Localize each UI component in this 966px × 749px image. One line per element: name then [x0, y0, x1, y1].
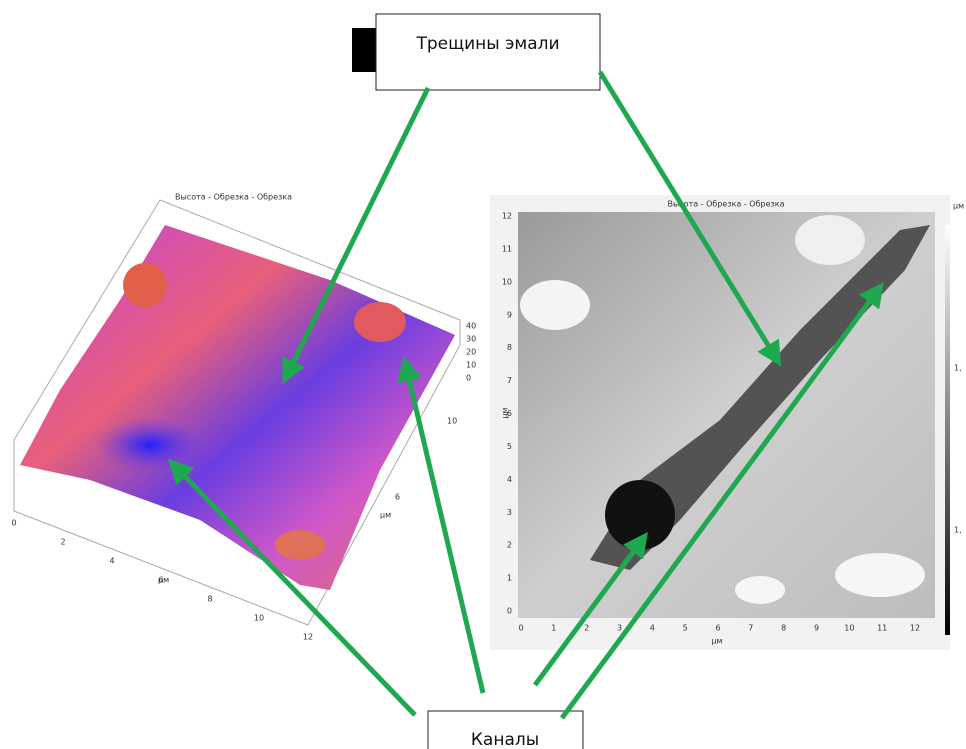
- x-tick-label: 0: [11, 519, 16, 528]
- x-axis-unit: μм: [711, 637, 722, 646]
- page: {"callouts": {"top": "Трещины эмали", "b…: [0, 0, 966, 749]
- bump: [354, 302, 406, 342]
- y-tick-label: 5: [507, 442, 512, 451]
- x-tick-label: 8: [781, 624, 786, 633]
- y-axis-unit: μм: [501, 407, 510, 418]
- bump: [275, 530, 325, 560]
- x-tick-label: 10: [254, 614, 264, 623]
- x-tick-label: 4: [650, 624, 655, 633]
- y-tick-label: 8: [507, 343, 512, 352]
- surface: [20, 225, 455, 590]
- x-tick-label: 1: [551, 624, 556, 633]
- x-tick-label: 4: [109, 557, 114, 566]
- blob: [795, 215, 865, 265]
- arrow: [406, 366, 483, 693]
- blob: [520, 280, 590, 330]
- z-tick-label: 30: [466, 335, 476, 344]
- y-axis-unit: μм: [380, 511, 391, 520]
- y-tick-label: 3: [507, 508, 512, 517]
- x-tick-label: 12: [303, 633, 313, 642]
- callout-tab: [352, 28, 378, 72]
- x-tick-label: 2: [60, 538, 65, 547]
- y-tick-label: 2: [507, 541, 512, 550]
- blob: [835, 553, 925, 597]
- y-tick-label: 11: [502, 244, 512, 253]
- callout-label: Трещины эмали: [415, 34, 559, 54]
- y-tick-label: 6: [395, 493, 400, 502]
- colorbar-unit: μм: [953, 202, 964, 211]
- colorbar: [945, 225, 950, 635]
- x-tick-label: 11: [877, 624, 887, 633]
- y-tick-label: 7: [507, 376, 512, 385]
- x-tick-label: 2: [584, 624, 589, 633]
- y-tick-label: 1: [507, 574, 512, 583]
- y-tick-label: 12: [502, 212, 512, 221]
- z-tick-label: 40: [466, 322, 476, 331]
- x-tick-label: 9: [814, 624, 819, 633]
- z-tick-label: 0: [466, 374, 471, 383]
- bump: [123, 263, 167, 307]
- x-tick-label: 10: [844, 624, 854, 633]
- x-axis-unit: μм: [158, 576, 169, 585]
- x-tick-label: 12: [910, 624, 920, 633]
- x-tick-label: 7: [748, 624, 753, 633]
- z-tick-label: 10: [466, 361, 476, 370]
- x-tick-label: 6: [715, 624, 720, 633]
- colorbar-label: 1,: [954, 526, 962, 535]
- blob: [735, 576, 785, 604]
- z-tick-label: 20: [466, 348, 476, 357]
- x-tick-label: 3: [617, 624, 622, 633]
- x-tick-label: 8: [207, 595, 212, 604]
- y-tick-label: 10: [447, 417, 457, 426]
- colorbar-label: 1,: [954, 364, 962, 373]
- callout-label: Каналы: [471, 730, 539, 749]
- y-tick-label: 0: [507, 607, 512, 616]
- y-tick-label: 9: [507, 310, 512, 319]
- y-tick-label: 4: [507, 475, 512, 484]
- surface-3d: [14, 200, 460, 625]
- x-tick-label: 5: [683, 624, 688, 633]
- y-tick-label: 10: [502, 277, 512, 286]
- x-tick-label: 0: [518, 624, 523, 633]
- channel: [95, 417, 205, 473]
- plot-title: Высота - Обрезка - Обрезка: [175, 193, 292, 202]
- figure: Трещины эмали Каналы Высота - Обрезка - …: [0, 0, 966, 749]
